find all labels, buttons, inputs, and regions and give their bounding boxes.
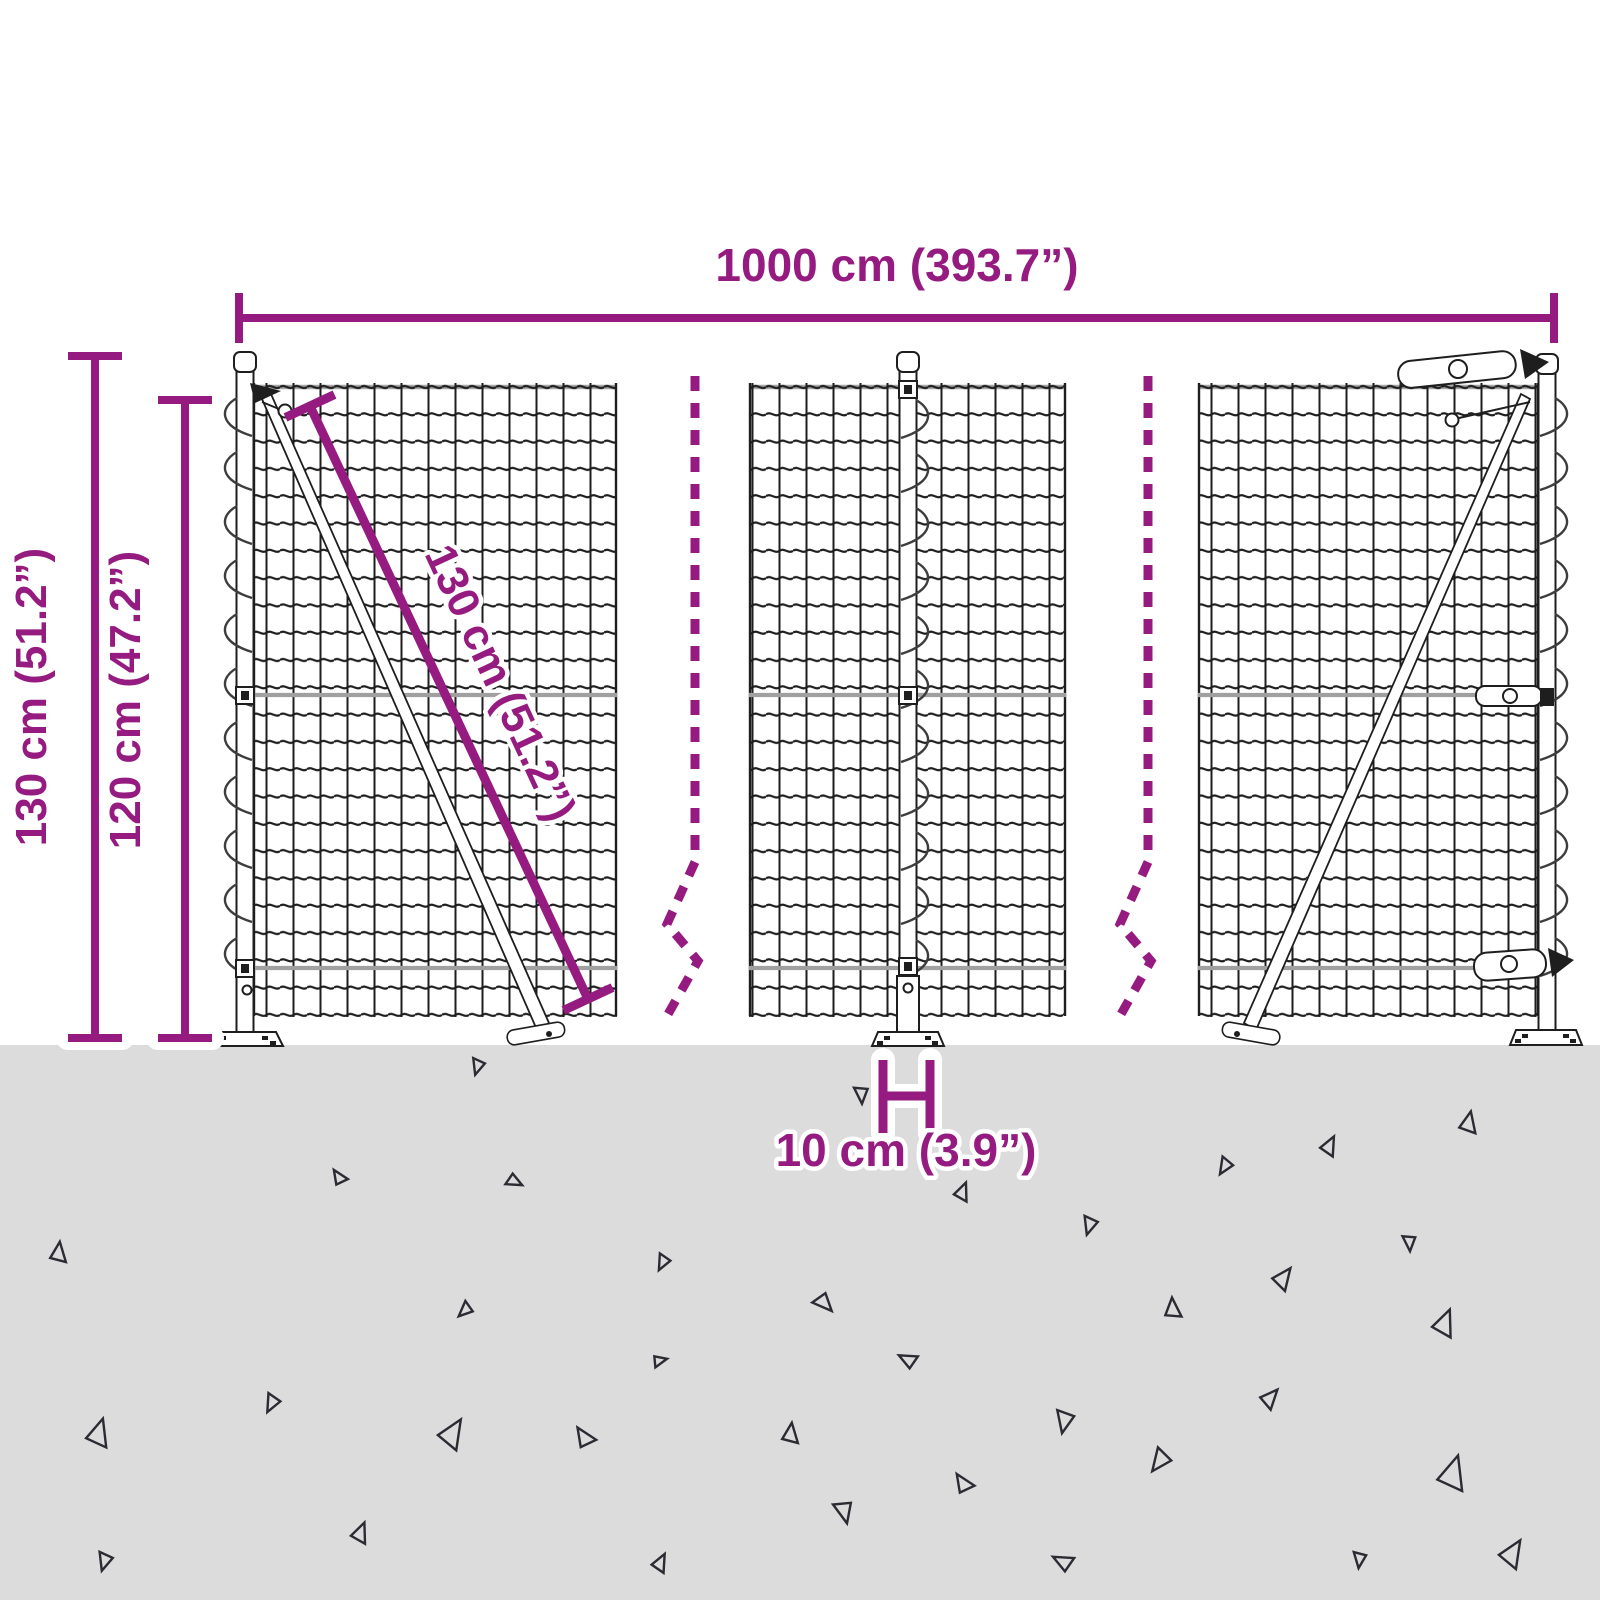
gravel-triangle — [265, 1390, 283, 1415]
gravel-triangle — [1400, 1234, 1417, 1255]
gravel-triangle — [780, 1419, 800, 1445]
dim-post-height-label: 130 cm (51.2”) — [7, 548, 56, 846]
gravel-triangle — [332, 1167, 351, 1187]
fence — [205, 349, 1584, 1047]
gravel-triangle — [1150, 1444, 1174, 1474]
gravel-triangle — [1270, 1265, 1293, 1294]
gravel-triangle — [657, 1251, 673, 1273]
break-mark-1 — [661, 376, 704, 1019]
gravel-triangle — [1055, 1408, 1077, 1437]
dim-total-width-label: 1000 cm (393.7”) — [715, 239, 1078, 291]
ground-speckles — [48, 1056, 1522, 1576]
gravel-triangle — [575, 1424, 599, 1449]
turnbuckle-bottom — [1472, 948, 1574, 982]
gravel-triangle — [951, 1179, 968, 1204]
tension-wires — [253, 369, 1503, 971]
dim-post-depth-label: 10 cm (3.9”) — [776, 1124, 1037, 1176]
gravel-triangle — [653, 1354, 670, 1370]
gravel-triangle — [435, 1416, 463, 1453]
spiral-wire-middle — [900, 398, 930, 980]
gravel-triangle — [1430, 1306, 1452, 1340]
dim-total-width: 1000 cm (393.7”) — [235, 235, 1558, 343]
spiral-wire-left — [223, 396, 253, 978]
gravel-triangle — [84, 1415, 108, 1450]
dim-post-height: 130 cm (51.2”) — [3, 352, 134, 1050]
gravel-triangle — [471, 1056, 487, 1078]
dim-post-depth: 10 cm (3.9”) — [771, 1048, 1041, 1181]
turnbuckle-top — [1397, 349, 1549, 389]
gravel-triangle — [809, 1291, 834, 1314]
gravel-triangle — [830, 1501, 853, 1527]
gravel-triangle — [1218, 1154, 1236, 1177]
fence-post-left — [205, 351, 285, 1047]
gravel-triangle — [649, 1551, 667, 1576]
fence-post-middle — [870, 351, 946, 1047]
brace-right — [1221, 392, 1532, 1046]
gravel-triangle — [98, 1549, 115, 1574]
fence-post-right — [1397, 349, 1584, 1046]
gravel-triangle — [1352, 1550, 1369, 1572]
gravel-triangle — [1318, 1133, 1336, 1159]
base-plate-right — [1508, 1029, 1584, 1046]
gravel-triangle — [1457, 1108, 1477, 1136]
dim-mesh-height-label: 120 cm (47.2”) — [101, 551, 150, 849]
gravel-triangle — [1083, 1213, 1100, 1238]
gravel-triangle — [955, 1471, 977, 1495]
gravel-triangle — [348, 1519, 367, 1546]
dim-mesh-height: 120 cm (47.2”) — [97, 396, 224, 1050]
gravel-triangle — [1163, 1294, 1184, 1318]
gravel-triangle — [851, 1086, 870, 1107]
gravel-triangle — [456, 1298, 475, 1319]
gravel-triangle — [1258, 1387, 1280, 1413]
gravel-triangle — [48, 1238, 68, 1264]
gravel-triangle — [896, 1353, 921, 1371]
gravel-triangle — [1050, 1555, 1077, 1574]
wire-keeper-left — [250, 383, 281, 403]
gravel-triangle — [503, 1171, 525, 1187]
turnbuckle-middle — [1475, 685, 1554, 707]
gravel-triangle — [1496, 1537, 1522, 1572]
spiral-wire-right — [1539, 396, 1569, 978]
gravel-triangle — [1435, 1452, 1464, 1493]
break-mark-2 — [1114, 376, 1157, 1019]
